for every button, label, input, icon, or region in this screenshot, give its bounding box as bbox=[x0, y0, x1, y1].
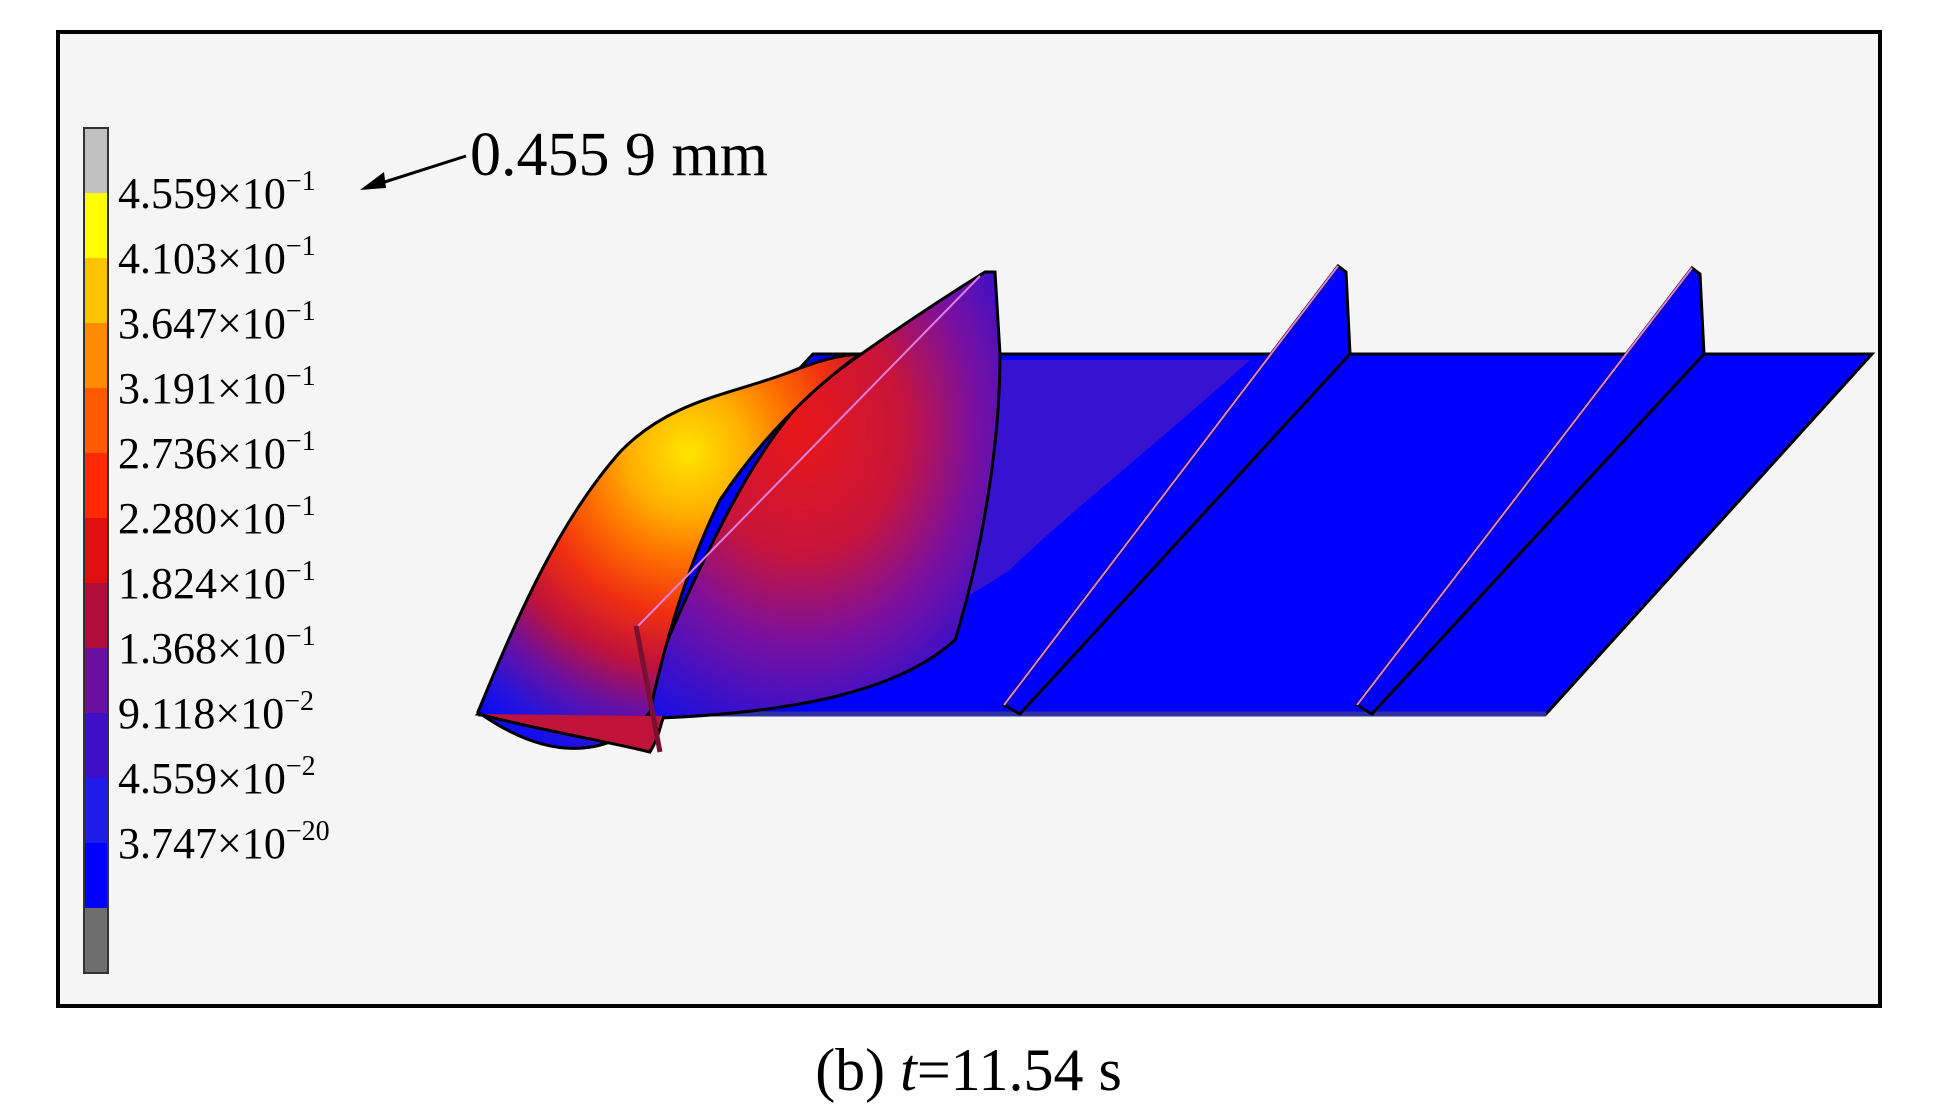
legend-colorbar bbox=[83, 127, 109, 974]
legend-swatch bbox=[84, 323, 108, 388]
bulge-bottom-edge bbox=[477, 712, 666, 754]
legend-swatch bbox=[84, 778, 108, 843]
legend-exponent: −1 bbox=[285, 621, 316, 652]
legend-swatch bbox=[84, 258, 108, 323]
legend-times: ×10 bbox=[217, 169, 286, 218]
mesh-line bbox=[637, 275, 981, 627]
legend-exponent: −2 bbox=[285, 751, 316, 782]
legend-mantissa: 4.559 bbox=[118, 754, 217, 803]
legend-label: 4.559×10−2 bbox=[118, 753, 316, 803]
legend-swatch bbox=[84, 908, 108, 973]
legend-times: ×10 bbox=[217, 364, 286, 413]
legend-swatch bbox=[84, 713, 108, 778]
arrow-head bbox=[360, 172, 386, 190]
figure-caption: (b) t=11.54 s bbox=[0, 1040, 1937, 1100]
legend-swatch bbox=[84, 453, 108, 518]
legend-label: 4.103×10−1 bbox=[118, 233, 316, 283]
legend-swatch bbox=[84, 518, 108, 583]
legend-times: ×10 bbox=[217, 624, 286, 673]
legend-swatch bbox=[84, 128, 108, 193]
legend-times: ×10 bbox=[217, 299, 286, 348]
legend-exponent: −1 bbox=[285, 296, 316, 327]
legend-swatch bbox=[84, 388, 108, 453]
legend-times: ×10 bbox=[217, 429, 286, 478]
legend-mantissa: 3.747 bbox=[118, 819, 217, 868]
legend-mantissa: 3.191 bbox=[118, 364, 217, 413]
legend-label: 3.747×10−20 bbox=[118, 818, 330, 868]
legend-mantissa: 1.368 bbox=[118, 624, 217, 673]
stiffener-1-edge bbox=[633, 625, 663, 753]
legend-border bbox=[83, 127, 109, 974]
legend-mantissa: 4.559 bbox=[118, 169, 217, 218]
legend-times: ×10 bbox=[217, 754, 286, 803]
annotation-arrow bbox=[371, 154, 467, 188]
caption-prefix: (b) bbox=[815, 1037, 901, 1103]
legend-times: ×10 bbox=[215, 689, 285, 738]
legend-label: 2.280×10−1 bbox=[118, 493, 316, 543]
legend-times: ×10 bbox=[217, 494, 286, 543]
legend-mantissa: 4.103 bbox=[118, 234, 217, 283]
legend-exponent: −20 bbox=[285, 816, 330, 847]
legend-exponent: −1 bbox=[285, 361, 316, 392]
legend-swatch bbox=[84, 648, 108, 713]
legend-times: ×10 bbox=[217, 559, 286, 608]
legend-mantissa: 2.736 bbox=[118, 429, 217, 478]
legend-mantissa: 9.118 bbox=[118, 689, 216, 738]
legend-times: ×10 bbox=[217, 234, 286, 283]
legend-exponent: −1 bbox=[285, 166, 316, 197]
legend-label: 1.368×10−1 bbox=[118, 623, 316, 673]
legend-label: 3.191×10−1 bbox=[118, 363, 316, 413]
caption-variable: t bbox=[900, 1037, 917, 1103]
legend-label: 2.736×10−1 bbox=[118, 428, 316, 478]
legend-exponent: −1 bbox=[285, 556, 316, 587]
caption-value: =11.54 s bbox=[916, 1037, 1122, 1103]
legend-label: 4.559×10−1 bbox=[118, 168, 316, 218]
legend-label: 1.824×10−1 bbox=[118, 558, 316, 608]
legend-mantissa: 3.647 bbox=[118, 299, 217, 348]
legend-exponent: −1 bbox=[285, 231, 316, 262]
legend-label: 9.118×10−2 bbox=[118, 688, 314, 738]
legend-mantissa: 1.824 bbox=[118, 559, 217, 608]
legend-exponent: −2 bbox=[284, 686, 314, 717]
legend-swatch bbox=[84, 843, 108, 908]
legend-exponent: −1 bbox=[285, 426, 316, 457]
max-value-annotation: 0.455 9 mm bbox=[470, 121, 768, 189]
legend-mantissa: 2.280 bbox=[118, 494, 217, 543]
legend-times: ×10 bbox=[217, 819, 286, 868]
legend-swatch bbox=[84, 583, 108, 648]
mesh-line bbox=[1003, 265, 1339, 706]
legend-swatch bbox=[84, 193, 108, 258]
legend-label: 3.647×10−1 bbox=[118, 298, 316, 348]
mesh-line bbox=[1356, 267, 1693, 706]
legend-exponent: −1 bbox=[285, 491, 316, 522]
stiffener-1-deformed bbox=[633, 270, 1002, 720]
